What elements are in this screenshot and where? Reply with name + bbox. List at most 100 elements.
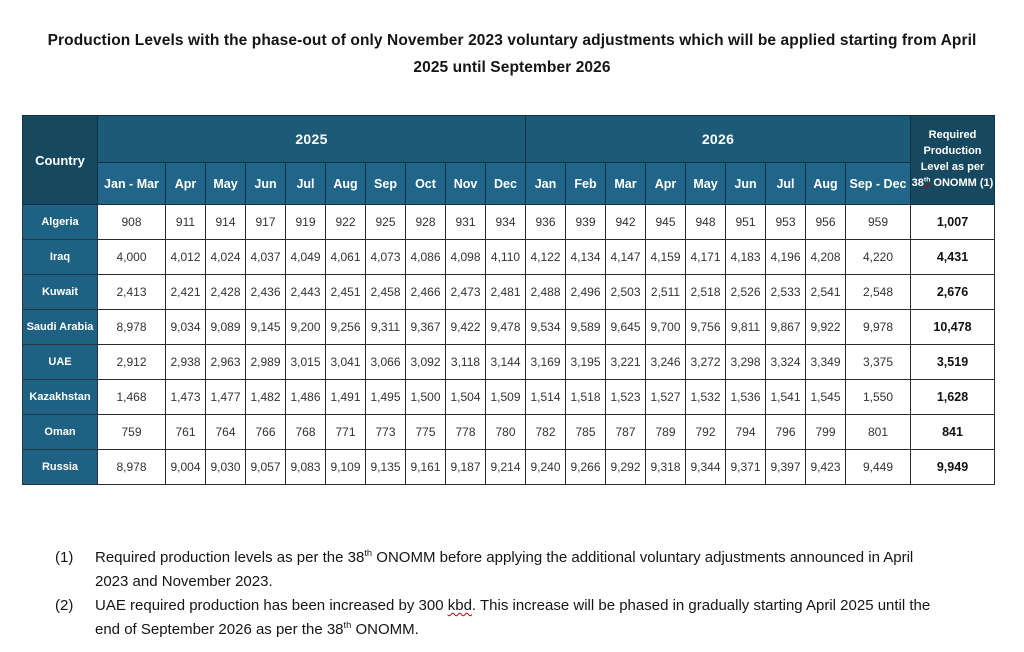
value-cell: 4,196	[765, 239, 806, 275]
value-cell: 9,318	[645, 449, 686, 485]
value-cell: 2,526	[725, 274, 766, 310]
row-label-saudi-arabia: Saudi Arabia	[22, 309, 98, 345]
value-cell: 796	[765, 414, 806, 450]
value-cell: 778	[445, 414, 486, 450]
table-row-algeria: Algeria 908 911 914 917 919 922 925 928 931 934 936…	[22, 204, 995, 240]
value-cell: 2,428	[205, 274, 246, 310]
value-cell: 3,041	[325, 344, 366, 380]
value-cell: 4,159	[645, 239, 686, 275]
value-cell: 1,477	[205, 379, 246, 415]
corner-header-country: Country	[22, 115, 98, 205]
value-cell: 2,481	[485, 274, 526, 310]
footnote-text: UAE required production has been increas…	[95, 594, 950, 642]
value-cell: 9,004	[165, 449, 206, 485]
value-cell: 794	[725, 414, 766, 450]
value-cell: 4,122	[525, 239, 566, 275]
month-header-aug-2025: Aug	[325, 162, 366, 205]
value-cell: 9,161	[405, 449, 446, 485]
value-cell: 3,092	[405, 344, 446, 380]
value-cell: 2,473	[445, 274, 486, 310]
value-cell: 9,135	[365, 449, 406, 485]
month-header-mar-2026: Mar	[605, 162, 646, 205]
month-header-sep-2025: Sep	[365, 162, 406, 205]
row-label-russia: Russia	[22, 449, 98, 485]
value-cell: 948	[685, 204, 726, 240]
value-cell: 1,527	[645, 379, 686, 415]
text-segment: . This increase will be phased in gradua…	[95, 597, 931, 638]
value-cell: 4,073	[365, 239, 406, 275]
value-cell: 764	[205, 414, 246, 450]
value-cell: 9,978	[845, 309, 911, 345]
value-cell: 780	[485, 414, 526, 450]
value-cell: 4,098	[445, 239, 486, 275]
row-label-algeria: Algeria	[22, 204, 98, 240]
superscript: th	[364, 548, 373, 558]
value-cell: 3,169	[525, 344, 566, 380]
month-header-jun-2026: Jun	[725, 162, 766, 205]
value-cell: 911	[165, 204, 206, 240]
value-cell: 1,500	[405, 379, 446, 415]
value-cell: 931	[445, 204, 486, 240]
value-cell: 792	[685, 414, 726, 450]
value-cell: 789	[645, 414, 686, 450]
text-segment: ONOMM before applying the additional vol…	[95, 549, 914, 590]
value-cell: 914	[205, 204, 246, 240]
value-cell: 9,645	[605, 309, 646, 345]
value-cell: 8,978	[97, 309, 166, 345]
value-cell: 9,397	[765, 449, 806, 485]
value-cell: 4,208	[805, 239, 846, 275]
month-header-jul-2026: Jul	[765, 162, 806, 205]
value-cell: 3,118	[445, 344, 486, 380]
required-level-header: Required Production Level as per 38th ON…	[910, 115, 995, 205]
value-cell: 2,503	[605, 274, 646, 310]
value-cell: 2,488	[525, 274, 566, 310]
header-row-years: Country 2025 2026 Required Production Level…	[22, 115, 995, 205]
value-cell: 9,030	[205, 449, 246, 485]
footnotes: (1) Required production levels as per the…	[55, 546, 960, 642]
value-cell: 4,134	[565, 239, 606, 275]
value-cell: 782	[525, 414, 566, 450]
value-cell: 1,482	[245, 379, 286, 415]
value-cell: 1,468	[97, 379, 166, 415]
value-cell: 1,523	[605, 379, 646, 415]
footnote-number: (2)	[55, 597, 74, 614]
value-cell: 2,421	[165, 274, 206, 310]
value-cell: 2,458	[365, 274, 406, 310]
value-cell: 9,292	[605, 449, 646, 485]
value-cell: 939	[565, 204, 606, 240]
value-cell: 9,266	[565, 449, 606, 485]
value-cell: 2,443	[285, 274, 326, 310]
value-cell: 2,938	[165, 344, 206, 380]
value-cell: 9,240	[525, 449, 566, 485]
value-cell: 787	[605, 414, 646, 450]
table-row-iraq: Iraq 4,000 4,012 4,024 4,037 4,049 4,061 4,073 4…	[22, 239, 995, 275]
footnote-2: (2) UAE required production has been incr…	[55, 594, 960, 642]
month-header-jan-mar-2025: Jan - Mar	[97, 162, 166, 205]
value-cell: 917	[245, 204, 286, 240]
value-cell: 9,422	[445, 309, 486, 345]
value-cell: 4,171	[685, 239, 726, 275]
value-cell: 785	[565, 414, 606, 450]
value-cell: 775	[405, 414, 446, 450]
value-cell: 1,473	[165, 379, 206, 415]
value-cell: 3,144	[485, 344, 526, 380]
value-cell: 9,478	[485, 309, 526, 345]
text-segment: ONOMM (1)	[930, 176, 994, 189]
value-cell: 9,200	[285, 309, 326, 345]
value-cell: 9,811	[725, 309, 766, 345]
value-cell: 908	[97, 204, 166, 240]
value-cell: 2,533	[765, 274, 806, 310]
value-cell: 9,756	[685, 309, 726, 345]
row-label-uae: UAE	[22, 344, 98, 380]
value-cell: 2,413	[97, 274, 166, 310]
value-cell: 771	[325, 414, 366, 450]
row-label-kazakhstan: Kazakhstan	[22, 379, 98, 415]
value-cell: 761	[165, 414, 206, 450]
value-cell: 768	[285, 414, 326, 450]
value-cell: 4,012	[165, 239, 206, 275]
value-cell: 1,509	[485, 379, 526, 415]
text-segment: Required Production Level as per	[920, 129, 985, 173]
value-cell: 945	[645, 204, 686, 240]
value-cell: 2,989	[245, 344, 286, 380]
value-cell: 9,083	[285, 449, 326, 485]
